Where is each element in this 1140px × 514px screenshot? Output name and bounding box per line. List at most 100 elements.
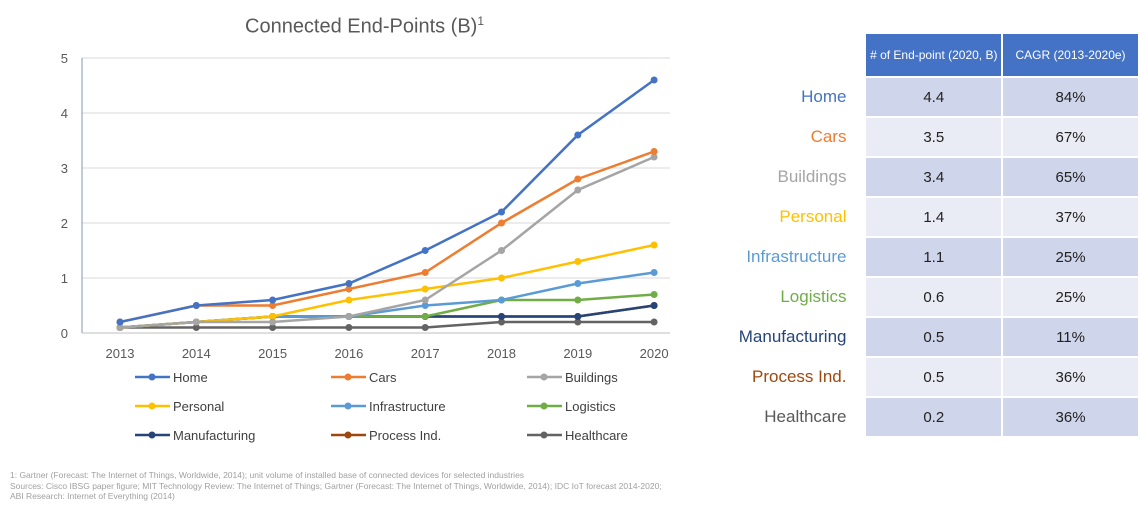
x-tick-label: 2020 (640, 346, 669, 361)
cagr-cell: 36% (1003, 358, 1138, 396)
data-point (269, 324, 277, 331)
table-row: Cars 3.5 67% (722, 118, 1138, 156)
data-point (345, 296, 353, 304)
x-tick-label: 2018 (487, 346, 516, 361)
data-point (498, 318, 505, 326)
data-point (269, 313, 277, 320)
row-label: Logistics (780, 287, 847, 306)
data-point (269, 318, 277, 326)
cagr-cell: 65% (1003, 158, 1138, 196)
footnote-1: 1: Gartner (Forecast: The Internet of Th… (10, 470, 525, 480)
x-tick-label: 2019 (563, 346, 592, 361)
data-point (192, 318, 200, 326)
data-point (116, 324, 124, 331)
data-point (650, 153, 658, 161)
legend-item: Personal (135, 399, 224, 414)
data-point (345, 280, 353, 287)
legend-item: Healthcare (527, 428, 628, 443)
data-point (574, 175, 582, 183)
table-row: Buildings 3.4 65% (722, 158, 1138, 196)
data-point (269, 296, 277, 304)
data-point (345, 324, 353, 331)
data-point (498, 247, 505, 254)
data-point (421, 324, 429, 331)
x-tick-label: 2017 (411, 346, 440, 361)
data-point (345, 313, 353, 320)
series-line-healthcare (120, 320, 655, 329)
y-tick-label: 4 (61, 106, 68, 121)
data-point (574, 296, 582, 304)
data-point (421, 269, 429, 276)
endpoints-cell: 0.5 (866, 358, 1002, 396)
series-line-personal (119, 243, 655, 329)
legend-item: Buildings (527, 370, 618, 385)
legend-item: Home (135, 370, 208, 385)
row-label: Process Ind. (751, 367, 847, 386)
cagr-cell: 84% (1003, 78, 1138, 116)
legend-item: Manufacturing (135, 428, 255, 443)
data-point (116, 318, 124, 326)
cagr-cell: 67% (1003, 118, 1138, 156)
cagr-cell: 25% (1003, 278, 1138, 316)
chart-title: Connected End-Points (B)1 (245, 14, 484, 39)
legend-item: Cars (331, 370, 397, 385)
title-footnote-mark: 1 (477, 14, 485, 28)
data-point (574, 131, 582, 139)
endpoints-cell: 4.4 (866, 78, 1002, 116)
row-label: Home (801, 87, 847, 106)
table-row: Logistics 0.6 25% (722, 278, 1138, 316)
table-row: Personal 1.4 37% (722, 198, 1138, 236)
data-point (498, 208, 505, 216)
table-row: Healthcare 0.2 36% (722, 398, 1138, 436)
data-point (192, 324, 200, 331)
legend-label: Logistics (565, 399, 616, 414)
row-label: Cars (810, 127, 847, 146)
footnote-sources-cont: ABI Research: Internet of Everything (20… (10, 491, 175, 501)
data-point (650, 291, 658, 298)
data-point (421, 247, 429, 254)
data-point (421, 313, 429, 320)
y-tick-label: 5 (61, 51, 68, 66)
data-point (574, 186, 582, 194)
data-point (421, 296, 429, 304)
data-point (574, 280, 582, 287)
legend-item: Logistics (527, 399, 616, 414)
row-label: Buildings (777, 167, 847, 186)
data-point (574, 313, 582, 320)
endpoints-cell: 1.4 (866, 198, 1002, 236)
row-label: Infrastructure (746, 247, 847, 266)
legend-label: Personal (173, 399, 224, 414)
table-row: Infrastructure 1.1 25% (722, 238, 1138, 276)
cagr-cell: 25% (1003, 238, 1138, 276)
legend-label: Cars (369, 370, 397, 385)
data-point (345, 285, 353, 293)
data-point (269, 302, 277, 309)
y-tick-label: 0 (61, 326, 68, 341)
legend-item: Process Ind. (331, 428, 441, 443)
legend-label: Healthcare (565, 428, 628, 443)
chart-title-text: Connected End-Points (B) (245, 15, 478, 38)
table-row: Process Ind. 0.5 36% (722, 358, 1138, 396)
footnotes: 1: Gartner (Forecast: The Internet of Th… (10, 470, 662, 502)
cagr-cell: 11% (1003, 318, 1138, 356)
data-point (574, 318, 582, 326)
data-point (650, 269, 658, 276)
x-tick-label: 2013 (106, 346, 135, 361)
cagr-cell: 37% (1003, 198, 1138, 236)
data-point (650, 76, 658, 84)
data-point (574, 258, 582, 265)
header-cagr: CAGR (2013-2020e) (1003, 34, 1138, 76)
y-tick-label: 1 (61, 271, 68, 286)
data-point (421, 302, 429, 309)
legend-label: Buildings (565, 370, 618, 385)
series-line-buildings (119, 155, 655, 329)
data-point (650, 302, 658, 309)
endpoints-table: # of End-point (2020, B) CAGR (2013-2020e… (720, 32, 1140, 438)
endpoints-cell: 0.6 (866, 278, 1002, 316)
endpoints-cell: 3.4 (866, 158, 1002, 196)
footnote-sources: Sources: Cisco IBSG paper figure; MIT Te… (10, 480, 662, 491)
data-point (498, 313, 505, 320)
data-point (650, 148, 658, 155)
data-point (498, 219, 505, 227)
legend-label: Process Ind. (369, 428, 441, 443)
